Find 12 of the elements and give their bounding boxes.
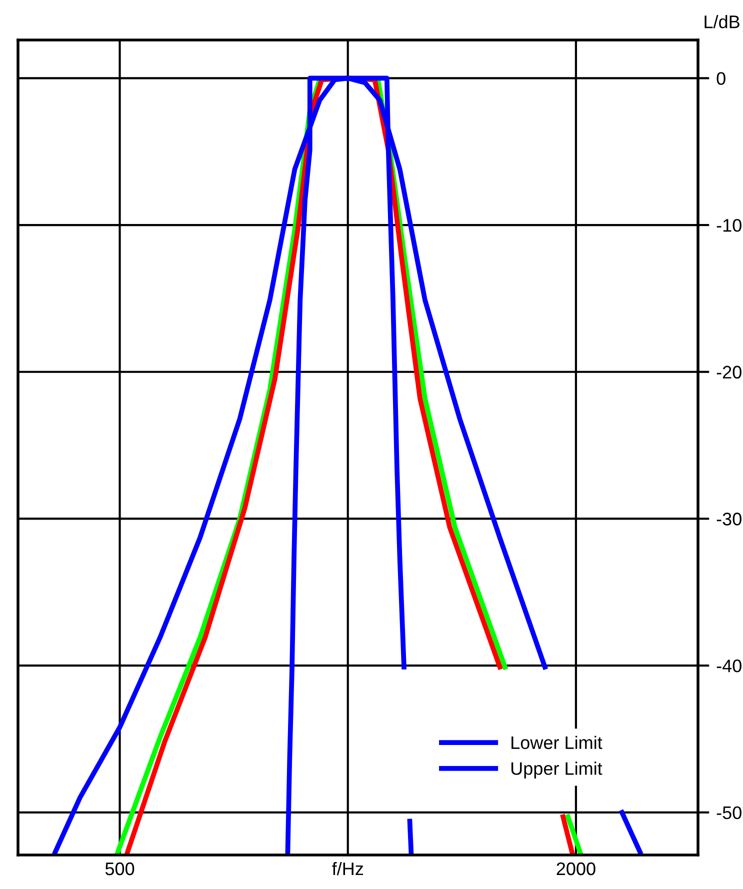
y-tick-label: -20 [716, 366, 742, 379]
y-tick-label: -40 [716, 660, 742, 672]
y-tick-label: -50 [716, 806, 742, 820]
x-tick-label: 500 [105, 862, 134, 876]
y-axis-title: L/dB [704, 15, 740, 28]
y-tick-label: -30 [716, 512, 742, 526]
legend-label: Lower Limit [512, 736, 602, 750]
legend-label: Upper Limit [511, 762, 602, 779]
y-tick-label: -10 [716, 218, 742, 232]
y-tick-label: 0 [716, 72, 726, 85]
x-tick-label: f/Hz [332, 862, 364, 876]
x-tick-label: 2000 [556, 862, 596, 876]
